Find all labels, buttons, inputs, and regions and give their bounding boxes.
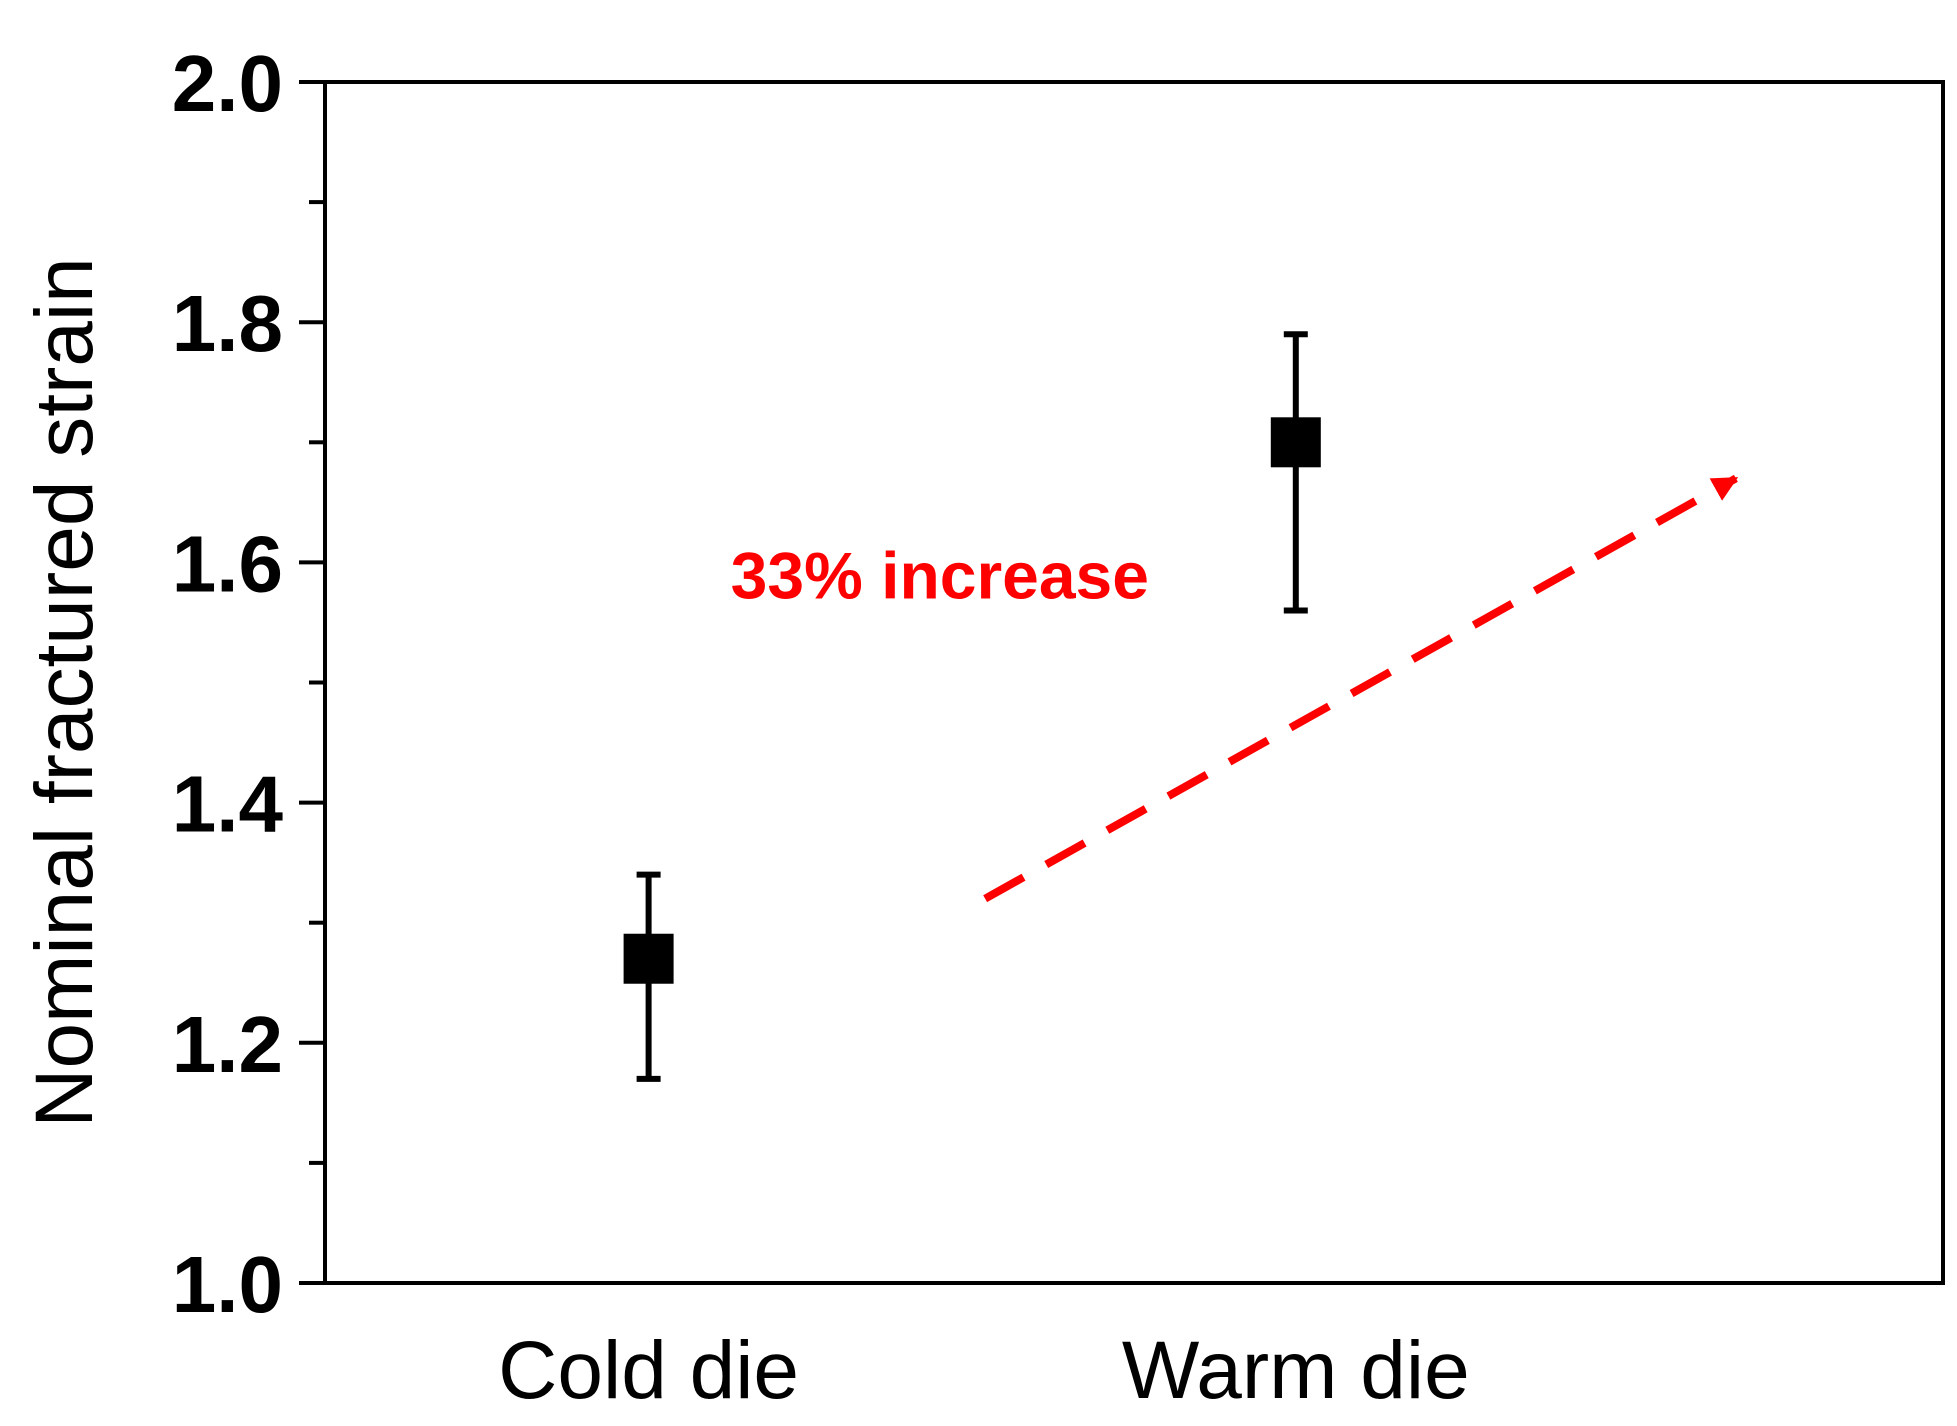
data-point-marker: [623, 933, 674, 984]
x-axis-labels: Cold die Warm die: [498, 1325, 1470, 1416]
y-tick-label: 2.0: [172, 39, 283, 128]
y-tick-label: 1.0: [172, 1240, 283, 1329]
y-axis-title: Nominal fractured strain: [19, 257, 110, 1127]
annotation-text: 33% increase: [731, 538, 1149, 612]
x-category-label: Cold die: [498, 1325, 799, 1416]
data-points: [623, 331, 1321, 1082]
increase-arrow: [983, 474, 1739, 903]
plot-frame: [323, 80, 1945, 1285]
annotation-layer: 33% increase: [731, 474, 1739, 903]
data-point-marker: [1270, 417, 1321, 468]
y-tick-label: 1.6: [172, 519, 283, 608]
y-axis-ticks: [299, 80, 325, 1285]
y-tick-label: 1.8: [172, 279, 283, 368]
y-tick-label: 1.2: [172, 1000, 283, 1089]
y-axis-labels: 1.0 1.2 1.4 1.6 1.8 2.0: [172, 39, 284, 1329]
x-category-label: Warm die: [1122, 1325, 1470, 1416]
y-tick-label: 1.4: [172, 760, 284, 849]
